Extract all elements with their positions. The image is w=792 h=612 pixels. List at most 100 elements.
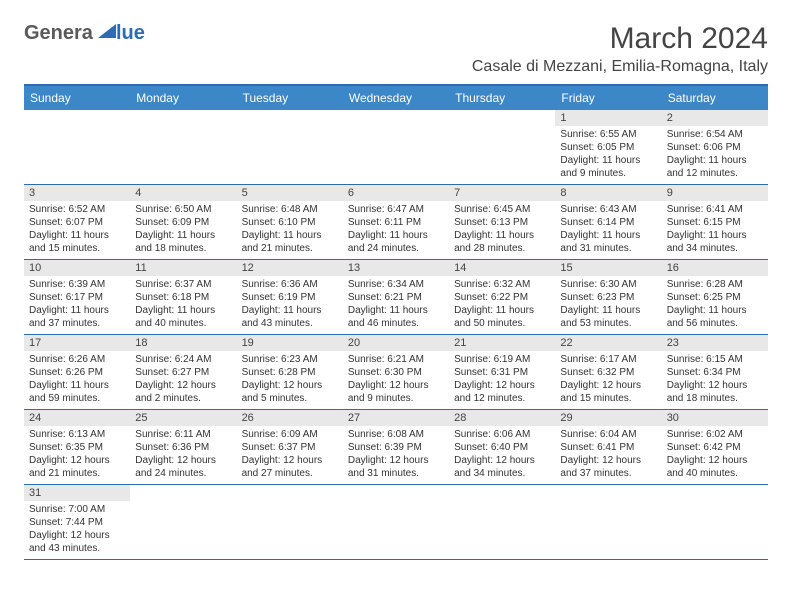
calendar-cell (555, 485, 661, 560)
day-number: 10 (24, 260, 130, 276)
logo: Genera lue (24, 22, 145, 45)
calendar-row: 10Sunrise: 6:39 AMSunset: 6:17 PMDayligh… (24, 260, 768, 335)
calendar-cell: 2Sunrise: 6:54 AMSunset: 6:06 PMDaylight… (662, 110, 768, 185)
calendar-cell: 6Sunrise: 6:47 AMSunset: 6:11 PMDaylight… (343, 185, 449, 260)
calendar-cell: 7Sunrise: 6:45 AMSunset: 6:13 PMDaylight… (449, 185, 555, 260)
day-data: Sunrise: 6:06 AMSunset: 6:40 PMDaylight:… (449, 426, 555, 484)
calendar-cell: 16Sunrise: 6:28 AMSunset: 6:25 PMDayligh… (662, 260, 768, 335)
day-number: 14 (449, 260, 555, 276)
calendar-head: SundayMondayTuesdayWednesdayThursdayFrid… (24, 86, 768, 110)
calendar-cell: 19Sunrise: 6:23 AMSunset: 6:28 PMDayligh… (237, 335, 343, 410)
day-data: Sunrise: 6:39 AMSunset: 6:17 PMDaylight:… (24, 276, 130, 334)
day-number: 23 (662, 335, 768, 351)
day-data: Sunrise: 6:23 AMSunset: 6:28 PMDaylight:… (237, 351, 343, 409)
calendar-cell: 25Sunrise: 6:11 AMSunset: 6:36 PMDayligh… (130, 410, 236, 485)
calendar-cell: 12Sunrise: 6:36 AMSunset: 6:19 PMDayligh… (237, 260, 343, 335)
calendar-cell: 17Sunrise: 6:26 AMSunset: 6:26 PMDayligh… (24, 335, 130, 410)
day-data: Sunrise: 6:55 AMSunset: 6:05 PMDaylight:… (555, 126, 661, 184)
day-data: Sunrise: 6:36 AMSunset: 6:19 PMDaylight:… (237, 276, 343, 334)
weekday-header: Thursday (449, 86, 555, 110)
day-data: Sunrise: 6:45 AMSunset: 6:13 PMDaylight:… (449, 201, 555, 259)
calendar-table: SundayMondayTuesdayWednesdayThursdayFrid… (24, 86, 768, 560)
calendar-cell: 22Sunrise: 6:17 AMSunset: 6:32 PMDayligh… (555, 335, 661, 410)
calendar-cell (343, 110, 449, 185)
day-number: 17 (24, 335, 130, 351)
calendar-cell: 28Sunrise: 6:06 AMSunset: 6:40 PMDayligh… (449, 410, 555, 485)
day-number: 26 (237, 410, 343, 426)
weekday-header: Saturday (662, 86, 768, 110)
calendar-cell: 30Sunrise: 6:02 AMSunset: 6:42 PMDayligh… (662, 410, 768, 485)
calendar-cell: 31Sunrise: 7:00 AMSunset: 7:44 PMDayligh… (24, 485, 130, 560)
day-data: Sunrise: 7:00 AMSunset: 7:44 PMDaylight:… (24, 501, 130, 559)
header: Genera lue March 2024 Casale di Mezzani,… (24, 22, 768, 76)
logo-text-2: lue (116, 22, 145, 45)
logo-sail-icon (98, 24, 116, 38)
day-data: Sunrise: 6:17 AMSunset: 6:32 PMDaylight:… (555, 351, 661, 409)
calendar-cell (343, 485, 449, 560)
calendar-cell (449, 110, 555, 185)
calendar-cell (662, 485, 768, 560)
day-number: 21 (449, 335, 555, 351)
calendar-cell: 27Sunrise: 6:08 AMSunset: 6:39 PMDayligh… (343, 410, 449, 485)
day-number: 12 (237, 260, 343, 276)
calendar-row: 3Sunrise: 6:52 AMSunset: 6:07 PMDaylight… (24, 185, 768, 260)
day-data: Sunrise: 6:41 AMSunset: 6:15 PMDaylight:… (662, 201, 768, 259)
day-data: Sunrise: 6:13 AMSunset: 6:35 PMDaylight:… (24, 426, 130, 484)
day-data: Sunrise: 6:21 AMSunset: 6:30 PMDaylight:… (343, 351, 449, 409)
day-number: 3 (24, 185, 130, 201)
day-number: 25 (130, 410, 236, 426)
day-number: 2 (662, 110, 768, 126)
day-data: Sunrise: 6:30 AMSunset: 6:23 PMDaylight:… (555, 276, 661, 334)
day-data: Sunrise: 6:09 AMSunset: 6:37 PMDaylight:… (237, 426, 343, 484)
title-block: March 2024 Casale di Mezzani, Emilia-Rom… (472, 22, 768, 76)
day-number: 16 (662, 260, 768, 276)
logo-text-1: Genera (24, 22, 93, 45)
calendar-cell: 5Sunrise: 6:48 AMSunset: 6:10 PMDaylight… (237, 185, 343, 260)
calendar-row: 31Sunrise: 7:00 AMSunset: 7:44 PMDayligh… (24, 485, 768, 560)
day-number: 8 (555, 185, 661, 201)
calendar-cell: 21Sunrise: 6:19 AMSunset: 6:31 PMDayligh… (449, 335, 555, 410)
calendar-cell: 1Sunrise: 6:55 AMSunset: 6:05 PMDaylight… (555, 110, 661, 185)
calendar-row: 1Sunrise: 6:55 AMSunset: 6:05 PMDaylight… (24, 110, 768, 185)
calendar-cell (130, 485, 236, 560)
day-number: 24 (24, 410, 130, 426)
calendar-cell: 26Sunrise: 6:09 AMSunset: 6:37 PMDayligh… (237, 410, 343, 485)
day-data: Sunrise: 6:02 AMSunset: 6:42 PMDaylight:… (662, 426, 768, 484)
calendar-cell: 14Sunrise: 6:32 AMSunset: 6:22 PMDayligh… (449, 260, 555, 335)
day-data: Sunrise: 6:15 AMSunset: 6:34 PMDaylight:… (662, 351, 768, 409)
calendar-cell: 11Sunrise: 6:37 AMSunset: 6:18 PMDayligh… (130, 260, 236, 335)
day-number: 7 (449, 185, 555, 201)
day-data: Sunrise: 6:24 AMSunset: 6:27 PMDaylight:… (130, 351, 236, 409)
day-data: Sunrise: 6:52 AMSunset: 6:07 PMDaylight:… (24, 201, 130, 259)
day-number: 27 (343, 410, 449, 426)
calendar-cell: 9Sunrise: 6:41 AMSunset: 6:15 PMDaylight… (662, 185, 768, 260)
month-title: March 2024 (472, 22, 768, 56)
calendar-cell: 23Sunrise: 6:15 AMSunset: 6:34 PMDayligh… (662, 335, 768, 410)
day-number: 1 (555, 110, 661, 126)
day-data: Sunrise: 6:26 AMSunset: 6:26 PMDaylight:… (24, 351, 130, 409)
weekday-header: Wednesday (343, 86, 449, 110)
day-data: Sunrise: 6:34 AMSunset: 6:21 PMDaylight:… (343, 276, 449, 334)
day-number: 30 (662, 410, 768, 426)
calendar-row: 17Sunrise: 6:26 AMSunset: 6:26 PMDayligh… (24, 335, 768, 410)
weekday-header: Friday (555, 86, 661, 110)
location: Casale di Mezzani, Emilia-Romagna, Italy (472, 58, 768, 76)
day-number: 4 (130, 185, 236, 201)
day-data: Sunrise: 6:54 AMSunset: 6:06 PMDaylight:… (662, 126, 768, 184)
day-data: Sunrise: 6:19 AMSunset: 6:31 PMDaylight:… (449, 351, 555, 409)
day-data: Sunrise: 6:43 AMSunset: 6:14 PMDaylight:… (555, 201, 661, 259)
calendar-cell: 15Sunrise: 6:30 AMSunset: 6:23 PMDayligh… (555, 260, 661, 335)
day-number: 5 (237, 185, 343, 201)
calendar-cell (24, 110, 130, 185)
calendar-cell: 4Sunrise: 6:50 AMSunset: 6:09 PMDaylight… (130, 185, 236, 260)
day-number: 19 (237, 335, 343, 351)
day-data: Sunrise: 6:08 AMSunset: 6:39 PMDaylight:… (343, 426, 449, 484)
calendar-row: 24Sunrise: 6:13 AMSunset: 6:35 PMDayligh… (24, 410, 768, 485)
day-data: Sunrise: 6:11 AMSunset: 6:36 PMDaylight:… (130, 426, 236, 484)
day-number: 18 (130, 335, 236, 351)
day-number: 31 (24, 485, 130, 501)
day-number: 29 (555, 410, 661, 426)
calendar-cell: 20Sunrise: 6:21 AMSunset: 6:30 PMDayligh… (343, 335, 449, 410)
weekday-header: Monday (130, 86, 236, 110)
day-number: 28 (449, 410, 555, 426)
